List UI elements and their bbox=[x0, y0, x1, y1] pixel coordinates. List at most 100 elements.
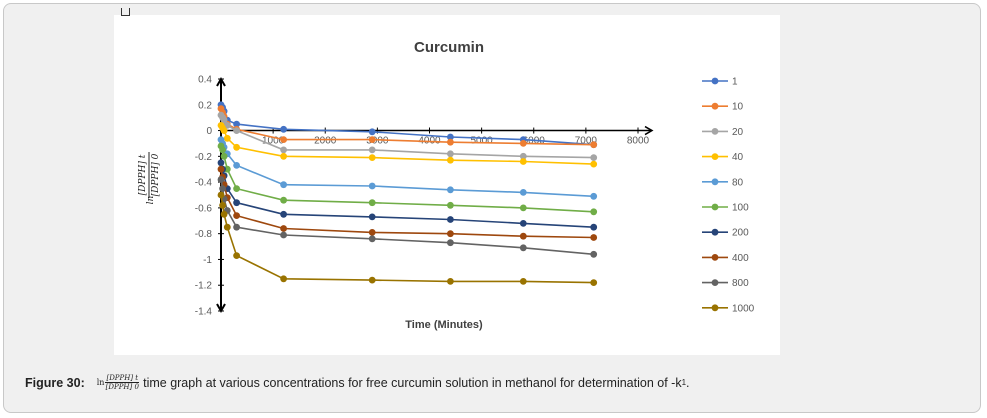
chart-panel: Curcumin ln [DPPH] t [DPPH] 0 Time (Minu… bbox=[114, 15, 780, 355]
caption-ln: ln bbox=[96, 377, 105, 387]
legend-marker bbox=[711, 77, 719, 85]
series-1000 bbox=[217, 191, 598, 286]
data-point-20 bbox=[233, 127, 240, 134]
data-point-1000 bbox=[519, 278, 527, 285]
corner-mark bbox=[121, 8, 130, 16]
data-point-40 bbox=[590, 160, 598, 168]
x-tick-label: 5000 bbox=[471, 136, 494, 147]
legend-item-40: 40 bbox=[702, 152, 744, 163]
y-tick-label: 0.2 bbox=[198, 100, 212, 111]
legend-label: 200 bbox=[732, 228, 749, 239]
y-tick-label: -0.6 bbox=[195, 203, 213, 214]
data-point-20 bbox=[519, 152, 527, 160]
data-point-20 bbox=[590, 154, 598, 162]
legend-label: 10 bbox=[732, 102, 744, 113]
series-line-800 bbox=[220, 179, 594, 256]
chart-title: Curcumin bbox=[414, 39, 484, 56]
data-point-80 bbox=[447, 186, 454, 194]
legend-marker bbox=[711, 153, 719, 161]
data-point-40 bbox=[368, 154, 376, 162]
series-100 bbox=[217, 142, 598, 216]
legend-item-80: 80 bbox=[702, 177, 744, 188]
figure-label: Figure 30: bbox=[25, 375, 85, 390]
legend-item-10: 10 bbox=[702, 102, 744, 113]
legend-label: 40 bbox=[732, 152, 744, 163]
y-tick-label: -0.8 bbox=[195, 229, 213, 240]
data-point-40 bbox=[223, 134, 231, 142]
legend-marker bbox=[711, 203, 719, 211]
x-axis-arrow bbox=[644, 125, 654, 136]
series-200 bbox=[217, 159, 598, 231]
data-point-100 bbox=[519, 204, 527, 212]
data-point-20 bbox=[447, 150, 454, 158]
line-chart: Curcumin ln [DPPH] t [DPPH] 0 Time (Minu… bbox=[138, 39, 755, 331]
data-point-40 bbox=[519, 158, 527, 165]
data-point-1000 bbox=[217, 191, 225, 199]
legend-label: 1000 bbox=[732, 303, 755, 314]
series-line-80 bbox=[220, 139, 594, 198]
legend-label: 80 bbox=[732, 177, 744, 188]
figure-caption: Figure 30: ln [DPPH] t [DPPH] 0 time gra… bbox=[25, 374, 690, 391]
caption-text: time graph at various concentrations for… bbox=[143, 375, 682, 390]
data-point-200 bbox=[590, 223, 598, 231]
data-point-800 bbox=[217, 176, 225, 183]
data-point-1 bbox=[447, 133, 454, 141]
legend-item-200: 200 bbox=[702, 228, 749, 239]
data-point-40 bbox=[280, 152, 287, 160]
data-point-1000 bbox=[447, 278, 454, 285]
legend-item-1: 1 bbox=[702, 77, 738, 88]
data-point-400 bbox=[368, 229, 376, 236]
x-tick-label: 1000 bbox=[262, 136, 285, 147]
data-point-400 bbox=[233, 212, 240, 220]
data-point-100 bbox=[368, 199, 376, 207]
data-point-1000 bbox=[220, 210, 228, 218]
data-point-80 bbox=[280, 181, 287, 189]
data-point-800 bbox=[280, 231, 287, 239]
x-tick-label: 3000 bbox=[366, 136, 389, 147]
caption-formula: ln [DPPH] t [DPPH] 0 bbox=[95, 374, 143, 391]
data-point-800 bbox=[447, 239, 454, 247]
data-point-40 bbox=[233, 143, 240, 151]
data-point-1000 bbox=[223, 223, 231, 231]
y-tick-label: -0.4 bbox=[195, 178, 213, 189]
data-point-1 bbox=[233, 120, 240, 128]
caption-numerator: [DPPH] t bbox=[105, 374, 140, 383]
x-tick-label: 8000 bbox=[627, 136, 650, 147]
legend-item-800: 800 bbox=[702, 278, 749, 289]
data-point-800 bbox=[368, 235, 376, 243]
legend-label: 800 bbox=[732, 278, 749, 289]
data-point-10 bbox=[280, 136, 287, 143]
data-point-80 bbox=[368, 182, 376, 190]
legend-marker bbox=[711, 128, 719, 135]
data-point-800 bbox=[590, 250, 598, 258]
legend-label: 400 bbox=[732, 253, 749, 264]
legend-item-1000: 1000 bbox=[702, 303, 755, 314]
y-tick-label: -1 bbox=[203, 255, 212, 266]
data-point-800 bbox=[233, 223, 240, 231]
data-point-1000 bbox=[219, 201, 226, 209]
legend-item-100: 100 bbox=[702, 203, 749, 214]
legend-marker bbox=[711, 304, 719, 312]
series-line-1000 bbox=[220, 194, 594, 284]
data-point-100 bbox=[280, 196, 287, 204]
data-point-40 bbox=[447, 156, 454, 164]
legend-marker bbox=[711, 102, 719, 110]
legend-marker bbox=[711, 228, 719, 236]
data-point-20 bbox=[280, 146, 287, 154]
caption-end: . bbox=[686, 375, 690, 390]
data-point-400 bbox=[280, 225, 287, 232]
data-point-10 bbox=[519, 140, 527, 147]
data-point-200 bbox=[368, 213, 376, 221]
data-point-1000 bbox=[233, 252, 240, 259]
legend-item-400: 400 bbox=[702, 253, 749, 264]
data-point-1 bbox=[280, 125, 287, 133]
data-point-40 bbox=[220, 127, 228, 134]
data-point-1000 bbox=[280, 275, 287, 283]
data-point-200 bbox=[280, 210, 287, 218]
x-tick-label: 2000 bbox=[314, 136, 337, 147]
data-point-80 bbox=[519, 189, 527, 196]
y-tick-label: -1.4 bbox=[195, 307, 213, 318]
caption-denominator: [DPPH] 0 bbox=[105, 383, 139, 391]
legend-marker bbox=[711, 279, 719, 286]
data-point-200 bbox=[217, 159, 225, 167]
